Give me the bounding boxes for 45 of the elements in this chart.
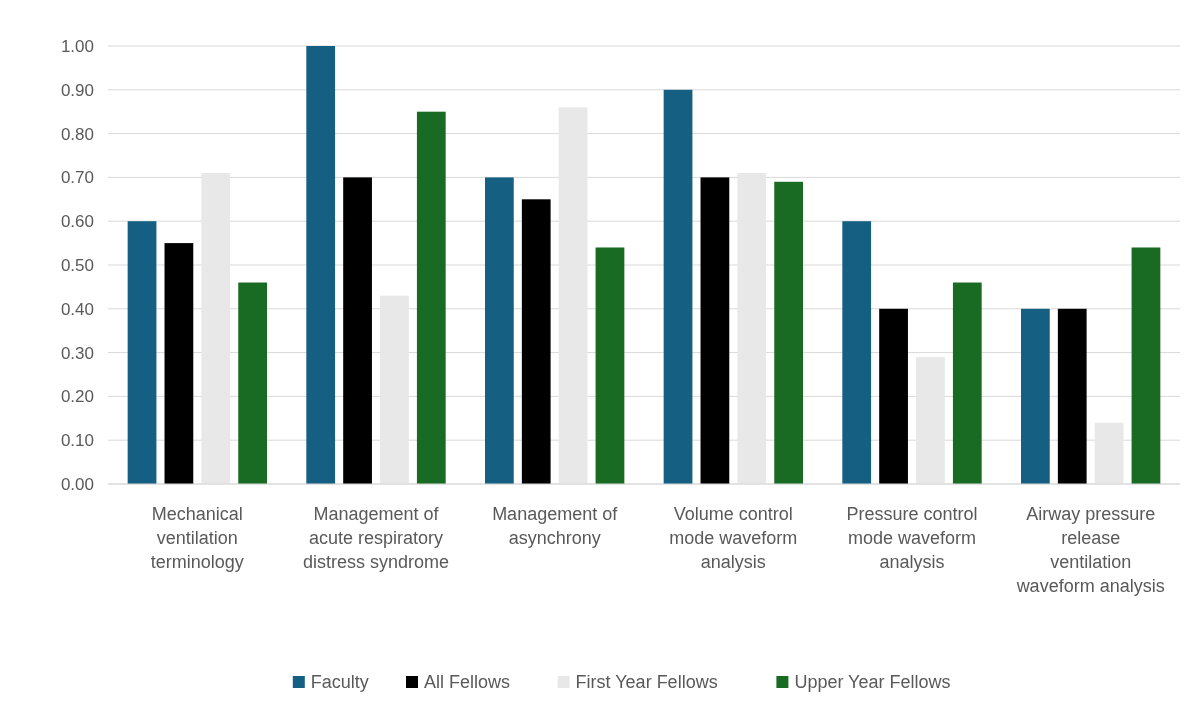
bar	[663, 89, 693, 484]
bar	[558, 107, 588, 484]
y-tick-label: 0.90	[60, 80, 94, 100]
bar	[238, 282, 268, 484]
bar	[484, 177, 514, 484]
x-tick-label: Mechanical ventilation terminology	[150, 504, 244, 572]
legend-label: Upper Year Fellows	[794, 672, 951, 693]
bar	[416, 111, 446, 484]
y-tick-label: 0.70	[60, 168, 94, 188]
legend-label: First Year Fellows	[575, 672, 718, 693]
bar	[737, 173, 767, 484]
x-tick-label: Airway pressure release ventilation waveform analysis	[1015, 504, 1165, 596]
bar	[164, 243, 194, 484]
bar	[879, 308, 908, 484]
bar	[201, 173, 231, 484]
bar	[1131, 247, 1161, 484]
y-tick-label: 0.80	[60, 124, 94, 144]
x-tick-label: Management of acute respiratory distress syndrome	[302, 504, 450, 572]
bar	[343, 177, 372, 484]
y-tick-label: 1.00	[60, 36, 94, 56]
bar	[774, 181, 804, 484]
bar	[306, 46, 336, 484]
bar	[380, 295, 409, 484]
legend-label: All Fellows	[424, 672, 511, 693]
bar	[700, 177, 730, 484]
bar	[952, 282, 982, 484]
bar	[842, 221, 872, 484]
bar	[1094, 422, 1124, 484]
bar	[521, 199, 551, 484]
y-tick-label: 0.40	[60, 299, 94, 319]
bar	[595, 247, 625, 484]
bar	[127, 221, 157, 484]
bar	[1020, 308, 1050, 484]
y-tick-label: 0.60	[60, 212, 94, 232]
bar	[1057, 308, 1087, 484]
x-tick-label: Pressure control mode waveform analysis	[846, 504, 978, 572]
x-tick-label: Management of asynchrony	[492, 504, 619, 548]
x-tick-label: Volume control mode waveform analysis	[669, 504, 798, 572]
y-tick-label: 0.30	[60, 343, 94, 363]
y-tick-label: 0.10	[60, 431, 94, 451]
bar	[916, 356, 945, 484]
y-tick-label: 0.20	[60, 387, 94, 407]
legend-label: Faculty	[310, 672, 369, 693]
y-tick-label: 0.00	[60, 474, 94, 494]
y-tick-label: 0.50	[60, 255, 94, 275]
